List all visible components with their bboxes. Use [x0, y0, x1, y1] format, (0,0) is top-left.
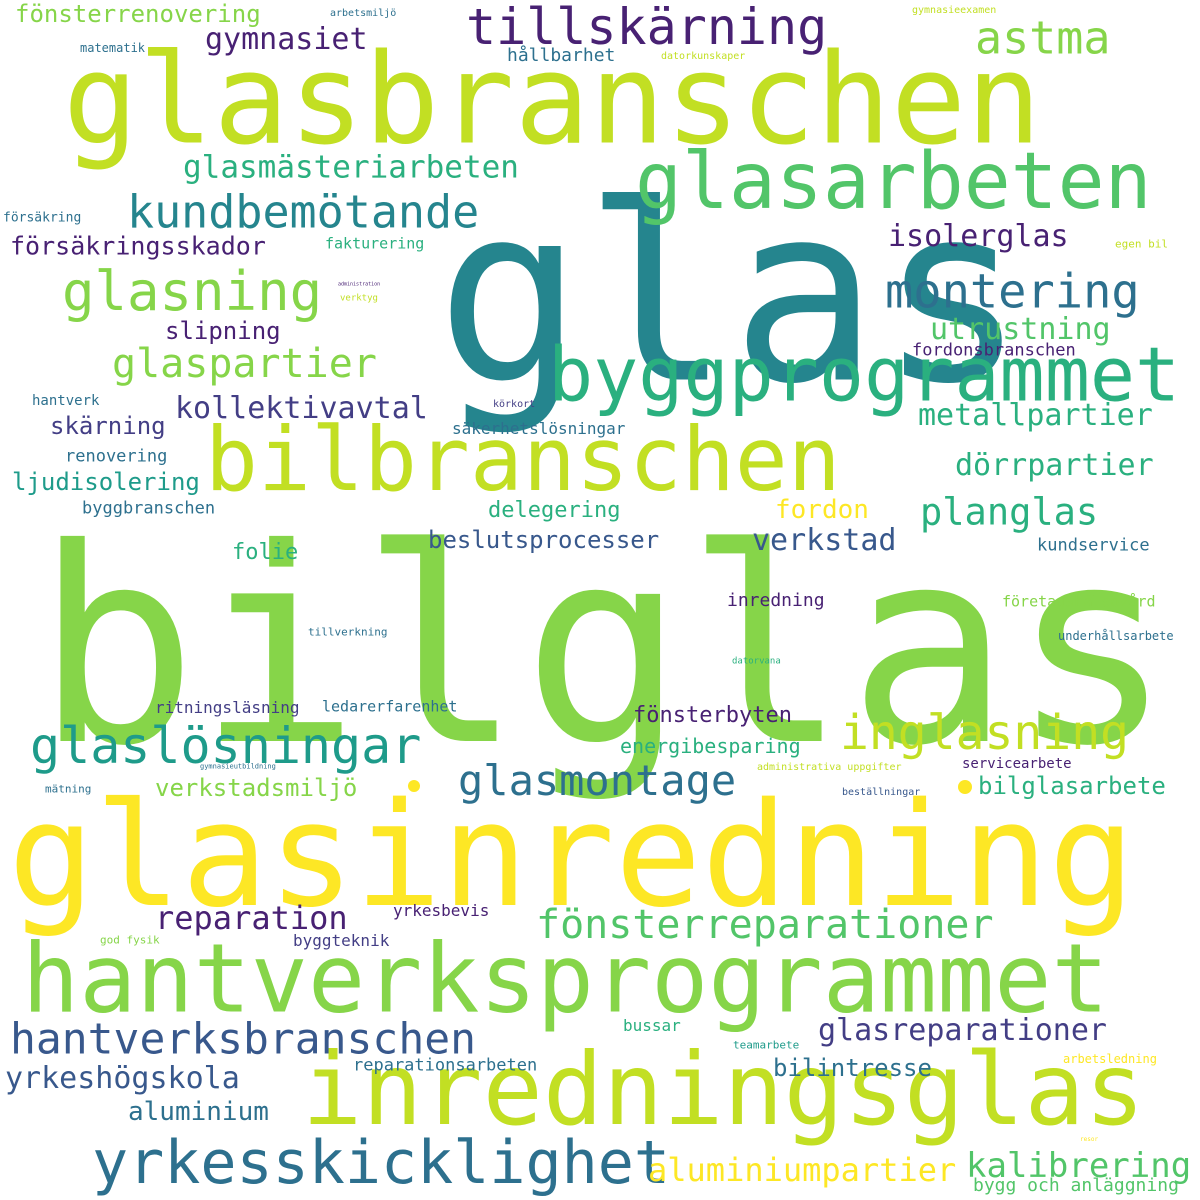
word-glasreparationer: glasreparationer — [818, 1016, 1107, 1046]
word-resor: resor — [1080, 1137, 1098, 1143]
word-arbetsmiljo: arbetsmiljö — [330, 9, 396, 19]
word-gymnasiet: gymnasiet — [205, 25, 368, 55]
word-foretagshalsovard: företagshälsovård — [1002, 595, 1156, 610]
word-yrkesskicklighet: yrkesskicklighet — [92, 1133, 670, 1193]
word-dorrpartier: dörrpartier — [955, 451, 1154, 481]
word-korkort: körkort — [493, 400, 535, 410]
word-energibesparing: energibesparing — [620, 736, 801, 756]
word-aluminiumpartier: aluminiumpartier — [648, 1154, 956, 1186]
word-glasmasteriarbeten: glasmästeriarbeten — [183, 153, 519, 184]
word-administrativa-uppgifter: administrativa uppgifter — [757, 763, 902, 773]
word-hallbarhet: hållbarhet — [507, 47, 615, 65]
word-administration: administration — [338, 283, 380, 288]
word-slipning: slipning — [165, 319, 281, 343]
word-inglasning: inglasning — [840, 709, 1129, 757]
word-verkstad: verkstad — [752, 526, 897, 556]
decorative-dot — [958, 780, 972, 794]
word-bilglasarbete: bilglasarbete — [978, 774, 1166, 798]
word-kundservice: kundservice — [1037, 538, 1150, 555]
word-bygg-och-anlaggning: bygg och anläggning — [973, 1177, 1179, 1195]
word-bestallningar: beställningar — [842, 788, 920, 798]
word-montering: montering — [885, 269, 1140, 316]
word-delegering: delegering — [488, 500, 620, 522]
word-gymnasieutbildning: gymnasieutbildning — [200, 764, 276, 771]
word-planglas: planglas — [920, 494, 1098, 531]
word-yrkeshogskola: yrkeshögskola — [5, 1064, 240, 1094]
word-arbetsledning: arbetsledning — [1063, 1053, 1157, 1065]
word-ledarerfarenhet: ledarerfarenhet — [322, 700, 457, 715]
word-gymnasieexamen: gymnasieexamen — [912, 6, 996, 16]
word-verktyg: verktyg — [340, 295, 378, 304]
word-glaspartier: glaspartier — [112, 344, 377, 384]
word-fonsterreparationer: fönsterreparationer — [536, 905, 994, 945]
word-folie: folie — [232, 542, 298, 564]
word-byggbranschen: byggbranschen — [82, 501, 215, 518]
word-matematik: matematik — [80, 42, 145, 54]
word-datorkunskaper: datorkunskaper — [661, 52, 745, 62]
word-datorvana: datorvana — [732, 658, 781, 667]
word-yrkesbevis: yrkesbevis — [393, 903, 489, 919]
word-kundbemotande: kundbemötande — [127, 190, 479, 235]
word-teamarbete: teamarbete — [733, 1040, 799, 1051]
word-fonsterbyten: fönsterbyten — [633, 705, 792, 727]
word-renovering: renovering — [65, 449, 167, 466]
word-hantverk: hantverk — [32, 394, 99, 408]
word-tillverkning: tillverkning — [308, 627, 387, 638]
word-metallpartier: metallpartier — [918, 401, 1153, 431]
word-aluminium: aluminium — [128, 1099, 269, 1125]
word-glasning: glasning — [62, 265, 322, 319]
word-bussar: bussar — [623, 1018, 681, 1034]
word-forsakringsskador: försäkringsskador — [10, 234, 266, 259]
word-kollektivavtal: kollektivavtal — [175, 394, 428, 424]
word-isolerglas: isolerglas — [888, 222, 1069, 252]
word-glasarbeten: glasarbeten — [635, 143, 1152, 221]
word-fakturering: fakturering — [325, 237, 424, 252]
word-fonsterrenovering: fönsterrenovering — [15, 2, 261, 26]
word-sakerhetslosningar: säkerhetslösningar — [452, 421, 625, 437]
word-inredning: inredning — [727, 592, 825, 610]
word-forsakring: försäkring — [3, 212, 81, 225]
word-beslutsprocesser: beslutsprocesser — [428, 528, 659, 552]
word-astma: astma — [975, 16, 1110, 61]
word-egen-bil: egen bil — [1115, 239, 1168, 250]
word-matning: mätning — [45, 784, 91, 795]
word-glasmontage: glasmontage — [458, 760, 736, 802]
word-god-fysik: god fysik — [100, 935, 160, 946]
decorative-dot — [408, 780, 420, 792]
word-ritningslasning: ritningsläsning — [155, 700, 300, 716]
word-underhallsarbete: underhållsarbete — [1058, 630, 1174, 642]
word-ljudisolering: ljudisolering — [12, 470, 200, 494]
word-bilintresse: bilintresse — [773, 1056, 932, 1080]
word-servicearbete: servicearbete — [962, 757, 1072, 771]
word-skarning: skärning — [50, 414, 166, 438]
word-fordon: fordon — [775, 497, 869, 523]
word-fordonsbranschen: fordonsbranschen — [912, 343, 1076, 360]
word-reparation: reparation — [155, 902, 348, 934]
word-verkstadsmiljo: verkstadsmiljö — [155, 776, 357, 800]
word-byggteknik: byggteknik — [293, 933, 389, 949]
word-reparationsarbeten: reparationsarbeten — [353, 1058, 537, 1075]
